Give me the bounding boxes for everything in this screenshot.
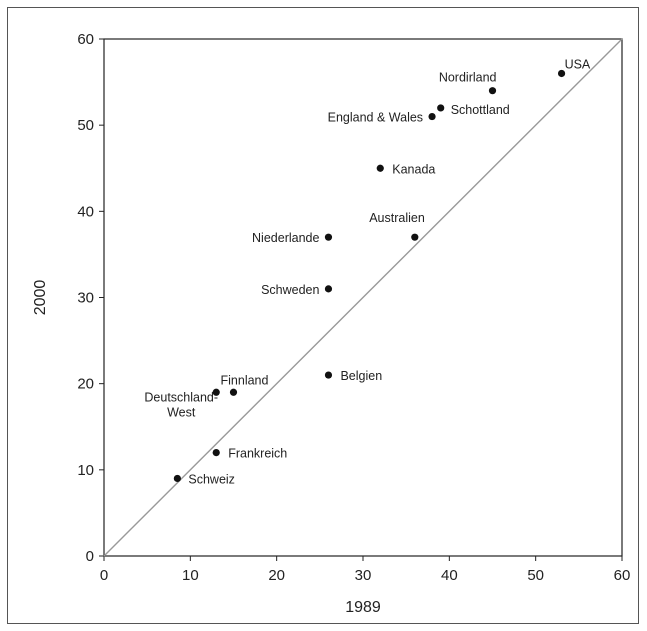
data-point xyxy=(229,388,238,396)
x-tick-label: 30 xyxy=(355,567,372,584)
point-label: Schweden xyxy=(261,283,319,297)
x-axis-label: 1989 xyxy=(345,599,381,616)
y-axis-label: 2000 xyxy=(32,280,49,316)
x-tick-label: 40 xyxy=(441,567,458,584)
data-point xyxy=(212,449,220,457)
y-tick-label: 20 xyxy=(77,376,94,393)
point-label: Niederlande xyxy=(252,231,319,245)
x-tick-label: 60 xyxy=(614,567,631,584)
y-tick-label: 60 xyxy=(77,31,94,48)
x-tick-label: 0 xyxy=(100,567,108,584)
point-label: USA xyxy=(565,57,591,71)
data-point xyxy=(212,388,220,396)
data-point xyxy=(488,87,497,95)
y-tick-label: 0 xyxy=(86,548,94,565)
x-tick-label: 10 xyxy=(182,567,199,584)
data-points xyxy=(173,69,566,483)
data-point xyxy=(437,104,445,112)
y-tick-label: 10 xyxy=(77,462,94,479)
diagonal-line xyxy=(103,38,623,557)
data-point xyxy=(376,164,384,172)
data-point xyxy=(324,285,333,293)
point-label: Frankreich xyxy=(228,447,287,461)
point-label: Finnland xyxy=(221,373,269,387)
x-tick-label: 20 xyxy=(268,567,285,584)
data-point xyxy=(411,233,419,241)
data-point xyxy=(557,69,566,78)
data-point xyxy=(428,112,436,121)
chart-frame xyxy=(7,7,639,624)
point-label: Belgien xyxy=(340,369,382,383)
point-label: Deutschland-West xyxy=(144,390,218,419)
point-label: Schweiz xyxy=(188,472,235,486)
point-label: Schottland xyxy=(451,103,510,117)
data-point xyxy=(324,371,333,379)
point-label: Nordirland xyxy=(439,71,497,85)
data-point xyxy=(324,233,333,241)
axes: 0 10 20 30 40 50 60 0 10 20 30 40 50 60 xyxy=(77,31,630,584)
data-point xyxy=(173,474,181,483)
point-labels: USA Nordirland Schottland England & Wales Ka… xyxy=(144,57,591,486)
point-label: Kanada xyxy=(392,162,435,176)
reference-line xyxy=(103,38,623,557)
y-tick-label: 50 xyxy=(77,117,94,134)
point-label: England & Wales xyxy=(328,111,423,125)
y-tick-label: 40 xyxy=(77,203,94,220)
y-tick-label: 30 xyxy=(77,290,94,307)
point-label: Australien xyxy=(369,211,425,225)
x-tick-label: 50 xyxy=(527,567,544,584)
